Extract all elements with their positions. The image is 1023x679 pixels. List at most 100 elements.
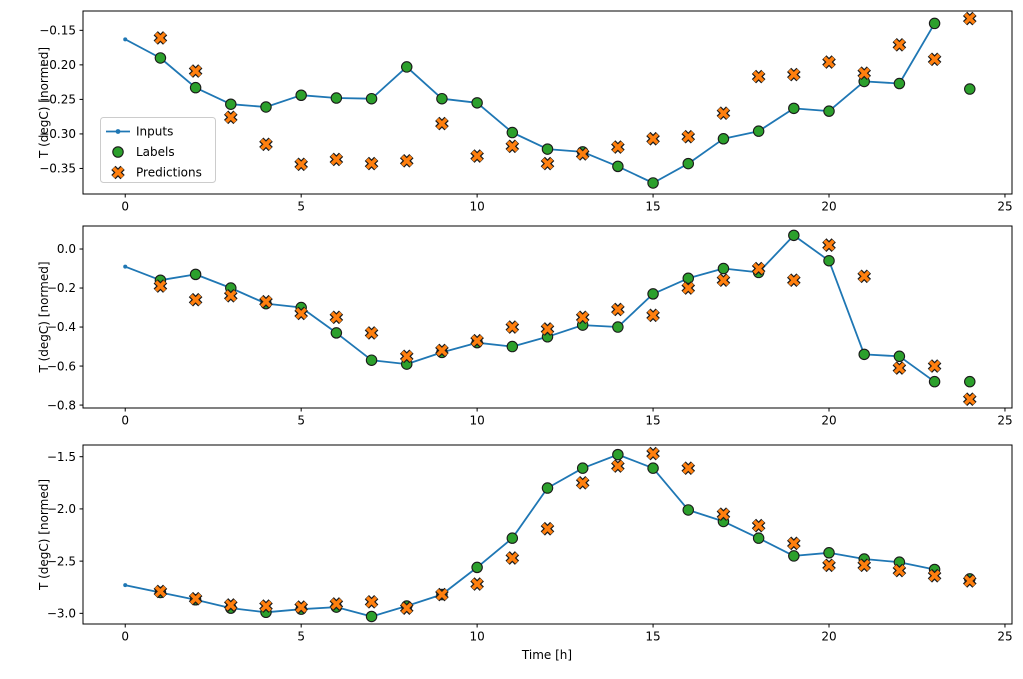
x-tick-label: 20	[821, 200, 836, 214]
predictions-marker	[752, 70, 765, 83]
axis-labels: T (degC) [normed] T (degC) [normed] T (d…	[37, 47, 572, 662]
x-axis-label: Time [h]	[521, 648, 572, 662]
labels-marker	[964, 83, 976, 95]
predictions-marker	[858, 559, 870, 571]
predictions-marker	[471, 335, 483, 347]
labels-marker	[225, 98, 237, 110]
labels-marker	[752, 125, 765, 137]
legend-box	[100, 117, 216, 183]
x-tick-label: 25	[997, 630, 1012, 644]
labels-marker	[893, 77, 906, 90]
labels-marker	[260, 101, 272, 113]
y-tick-label: −0.8	[47, 398, 76, 412]
predictions-marker	[682, 462, 694, 474]
y-axis-label-middle: T (degC) [normed]	[37, 261, 51, 373]
subplot-bottom: 0 5 10 15 20 25 −1.5 −2.0 −2.5 −3.0	[47, 444, 1013, 644]
y-axis-label-top: T (degC) [normed]	[37, 47, 51, 159]
predictions-marker	[365, 596, 378, 608]
predictions-marker	[330, 153, 343, 166]
inputs-point-marker	[123, 37, 128, 42]
predictions-marker	[471, 578, 483, 590]
predictions-marker	[682, 282, 694, 294]
predictions-marker	[260, 138, 272, 150]
legend-label-predictions: Predictions	[136, 166, 202, 180]
labels-marker	[576, 462, 589, 474]
axes-spines	[82, 10, 1013, 195]
labels-marker	[189, 268, 202, 281]
y-tick-label: −2.5	[47, 554, 76, 568]
predictions-marker	[823, 56, 835, 68]
predictions-marker	[154, 280, 167, 292]
inputs-line	[125, 453, 935, 618]
inputs-point-marker	[123, 583, 128, 588]
predictions-marker	[154, 32, 167, 44]
labels-marker	[365, 610, 378, 623]
labels-marker	[436, 92, 448, 105]
legend-label-labels: Labels	[136, 145, 175, 159]
labels-marker	[788, 550, 800, 562]
x-tick-label: 10	[469, 200, 484, 214]
axes-spines	[82, 444, 1013, 625]
predictions-marker	[928, 53, 941, 66]
labels-marker	[189, 81, 202, 94]
labels-marker	[506, 126, 519, 139]
labels-marker	[471, 561, 483, 574]
subplot-middle: 0 5 10 15 20 25 0.0 −0.2 −0.4 −0.6 −0.8	[47, 225, 1013, 428]
predictions-marker	[189, 593, 202, 605]
axes-spines	[82, 225, 1013, 409]
predictions-marker	[893, 564, 906, 577]
labels-marker	[752, 532, 765, 544]
predictions-marker	[612, 303, 624, 316]
predictions-marker	[295, 601, 307, 613]
predictions-marker	[401, 155, 413, 167]
y-tick-label: −0.2	[47, 281, 76, 295]
labels-marker	[928, 17, 941, 30]
labels-marker	[682, 272, 695, 285]
labels-marker	[612, 448, 624, 461]
y-tick-label: −3.0	[47, 607, 76, 621]
predictions-marker	[225, 111, 237, 124]
x-tick-label: 15	[645, 200, 660, 214]
legend-labels-sample-icon	[112, 146, 124, 158]
x-tick-label: 0	[121, 414, 129, 428]
labels-marker	[295, 89, 307, 101]
predictions-marker	[436, 344, 448, 357]
x-tick-label: 0	[121, 200, 129, 214]
y-tick-label: −0.6	[47, 359, 76, 373]
labels-marker	[788, 229, 800, 242]
predictions-marker	[365, 157, 378, 170]
inputs-line	[124, 22, 936, 184]
y-tick-label: −0.15	[39, 24, 76, 38]
x-tick-label: 10	[469, 414, 484, 428]
predictions-marker	[189, 65, 202, 77]
predictions-marker	[260, 600, 272, 612]
predictions-marker	[823, 239, 835, 251]
predictions-marker	[858, 67, 870, 79]
predictions-marker	[401, 602, 413, 614]
predictions-marker	[541, 157, 554, 170]
labels-marker	[717, 133, 730, 145]
predictions-marker	[541, 523, 554, 535]
labels-marker	[647, 462, 659, 474]
predictions-marker	[788, 68, 800, 81]
predictions-marker	[964, 575, 976, 587]
labels-marker	[506, 532, 519, 544]
labels-marker	[647, 177, 659, 189]
x-tick-label: 0	[121, 630, 129, 644]
x-tick-label: 15	[645, 414, 660, 428]
x-tick-label: 5	[297, 414, 305, 428]
labels-marker	[365, 92, 378, 105]
labels-marker	[682, 504, 695, 516]
labels-marker	[964, 375, 976, 388]
predictions-marker	[295, 307, 307, 320]
legend-predictions-sample-icon	[111, 165, 125, 180]
x-tick-label: 5	[297, 200, 305, 214]
predictions-marker	[506, 552, 518, 564]
x-tick-label: 20	[821, 630, 836, 644]
predictions-marker	[295, 158, 307, 170]
inputs-point-marker	[123, 264, 128, 269]
predictions-marker	[436, 117, 448, 130]
y-tick-label: −0.20	[39, 58, 76, 72]
predictions-marker	[506, 321, 518, 333]
